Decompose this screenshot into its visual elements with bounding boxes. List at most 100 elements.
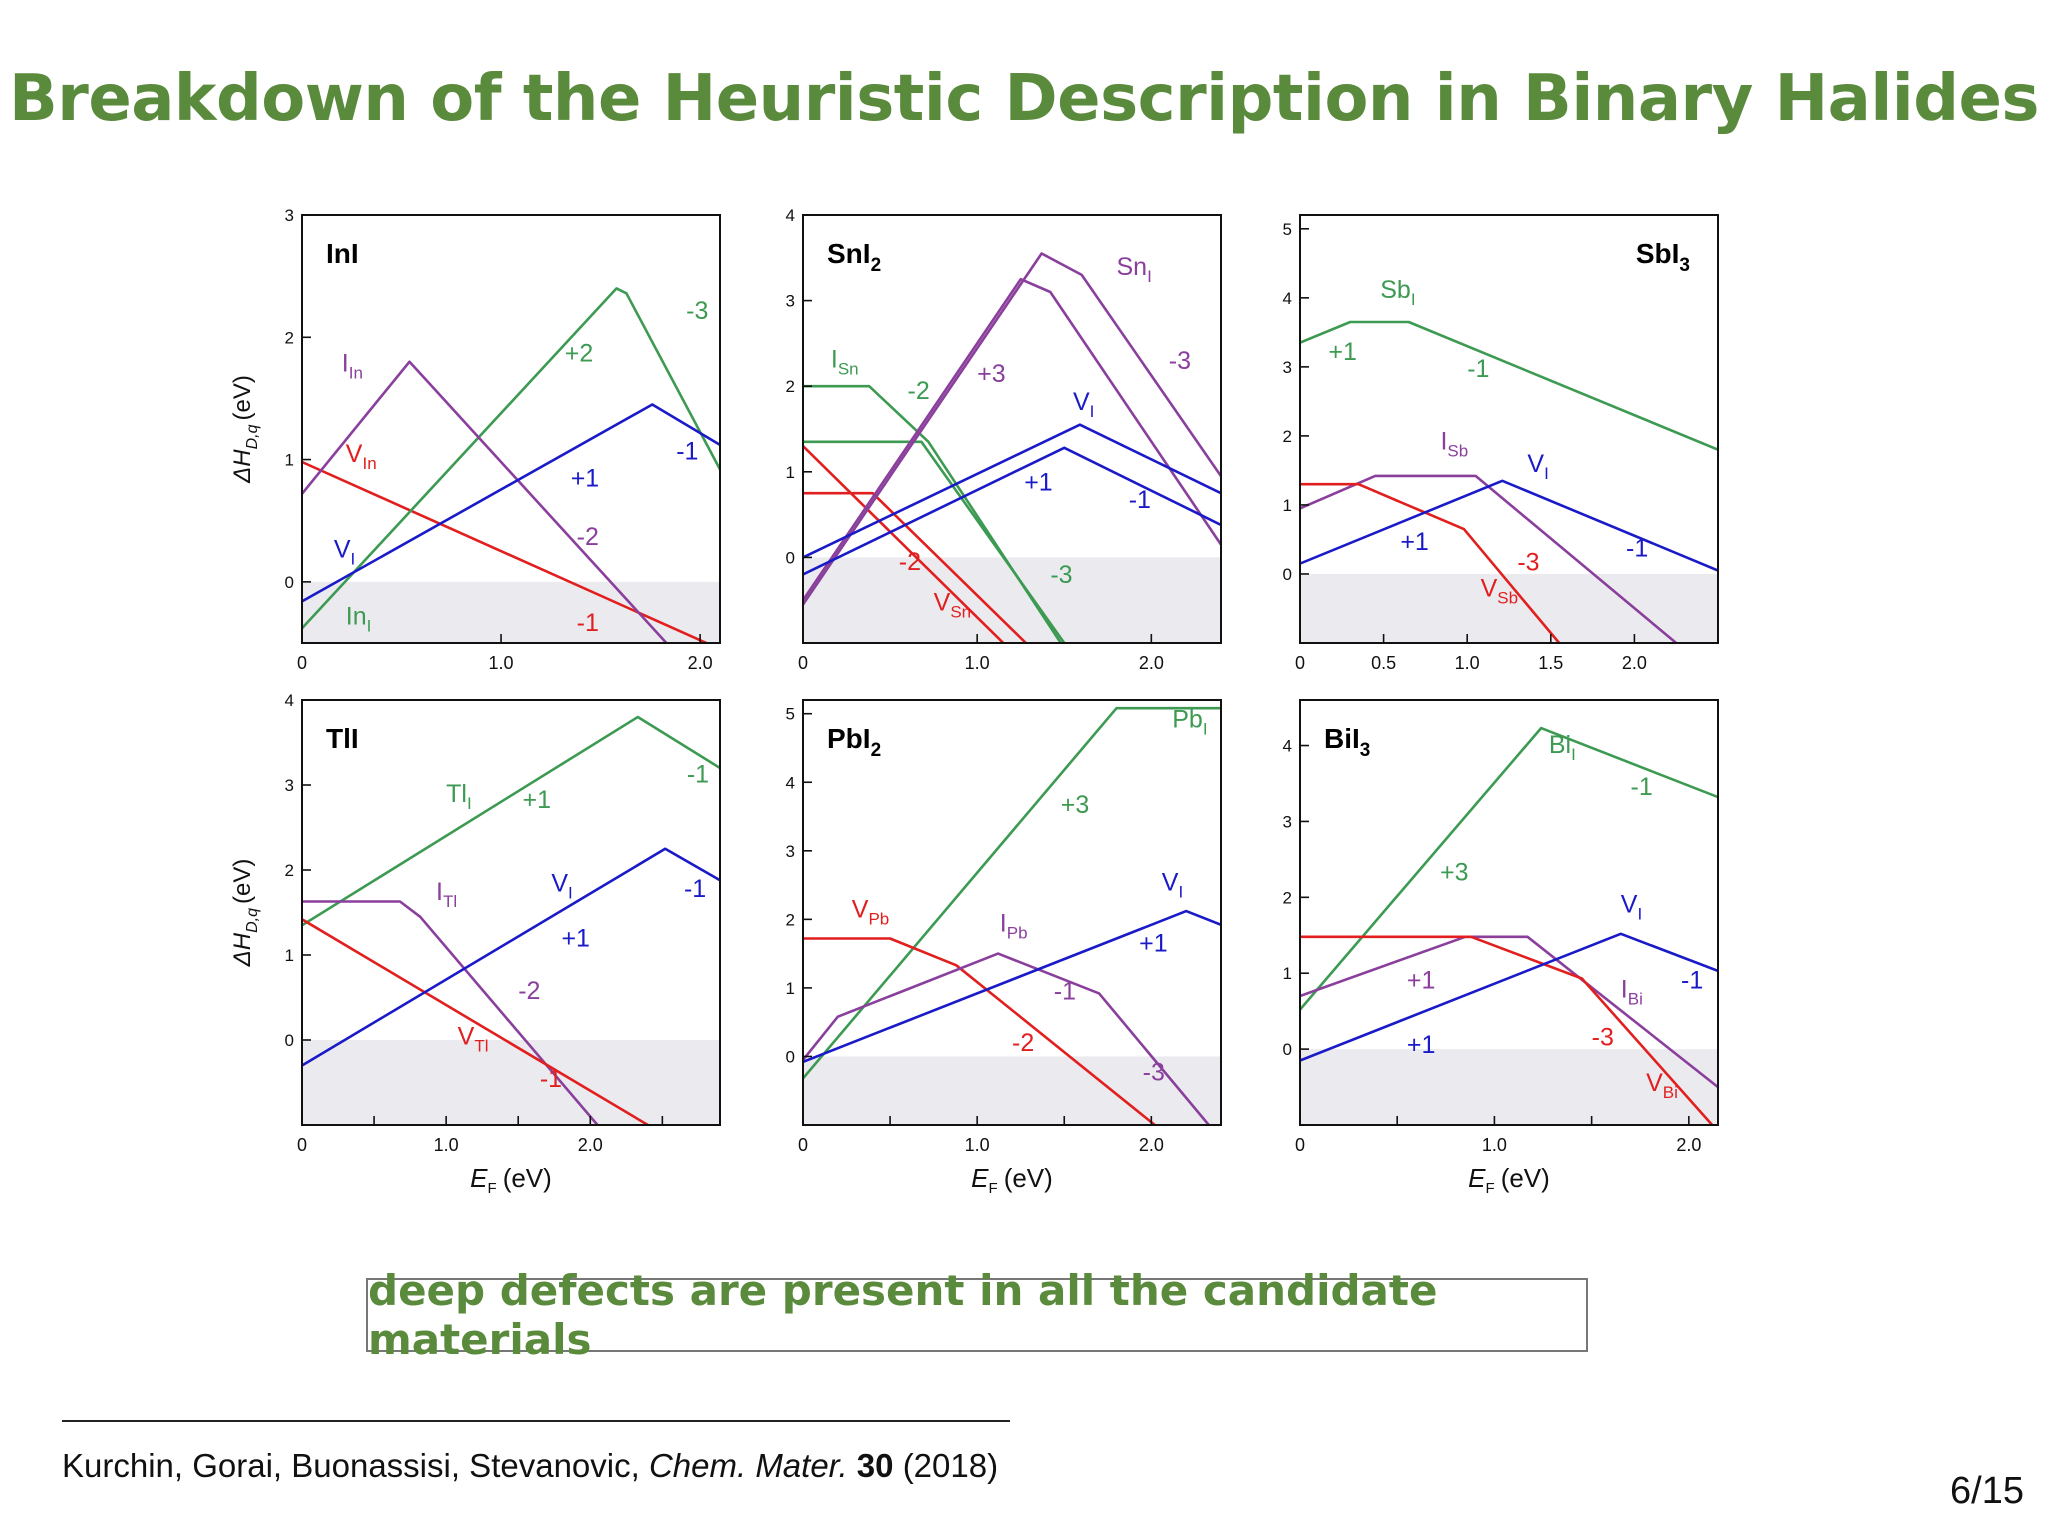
y-tick-label: 2 <box>786 910 795 929</box>
curve-label-text: I <box>1440 428 1447 456</box>
curve-label: -2 <box>908 377 930 405</box>
curve-label-text: V <box>346 440 363 468</box>
curve-label-text: -1 <box>1467 355 1489 383</box>
y-tick-label: 3 <box>786 292 795 311</box>
curve-label: -2 <box>518 977 540 1005</box>
curve-label-text: V <box>934 588 951 616</box>
x-axis-label-symbol: E <box>470 1163 488 1193</box>
curve-label-text: I <box>1000 910 1007 938</box>
series-line-pb-i <box>803 706 1221 1080</box>
curve-label: VTl <box>458 1022 489 1055</box>
curve-label-text: V <box>1646 1069 1663 1097</box>
curve-label-text: V <box>1481 575 1498 603</box>
citation-authors: Kurchin, Gorai, Buonassisi, Stevanovic, <box>62 1447 649 1484</box>
y-axis-label-symbol: ΔH <box>229 449 256 484</box>
x-tick-label: 2.0 <box>688 653 713 673</box>
curve-label: -3 <box>1592 1023 1614 1051</box>
series-group <box>302 715 720 1125</box>
curve-label-subscript: I <box>1571 745 1576 764</box>
x-tick-label: 0 <box>1295 653 1305 673</box>
curve-label: +3 <box>1440 859 1469 887</box>
curve-label-text: Bi <box>1549 731 1571 759</box>
citation-volume: 30 <box>856 1447 894 1484</box>
curve-label-text: -2 <box>518 977 540 1005</box>
series-line-v-pb <box>803 937 1156 1125</box>
curve-label-subscript: I <box>1178 883 1183 902</box>
x-tick-label: 1.0 <box>965 1135 990 1155</box>
summary-callout: deep defects are present in all the cand… <box>366 1266 1588 1364</box>
y-tick-label: 0 <box>786 548 795 567</box>
curve-label-text: I <box>831 345 838 373</box>
negative-energy-shading <box>302 581 720 643</box>
y-axis-label-unit: (eV) <box>229 859 256 904</box>
y-tick-label: 1 <box>1283 964 1292 983</box>
plot-frame <box>802 214 1222 644</box>
curve-label-text: +1 <box>571 464 600 492</box>
x-tick-label: 2.0 <box>1139 1135 1164 1155</box>
series-line-v-sn-2 <box>803 491 1027 643</box>
curve-label: -3 <box>686 297 708 325</box>
curve-label-text: Tl <box>446 780 467 808</box>
y-axis-label-subscript: D,q <box>244 908 261 933</box>
curve-label: -1 <box>684 875 706 903</box>
series-line-i-in <box>302 360 669 643</box>
panel-title-formula: BiI <box>1324 723 1360 754</box>
panel-title: PbI2 <box>827 723 881 761</box>
curve-label: VIn <box>346 440 377 473</box>
panel-title-formula: TlI <box>326 723 359 754</box>
x-tick-label: 0 <box>1295 1135 1305 1155</box>
curve-label: InI <box>346 603 372 636</box>
series-line-i-tl <box>302 900 599 1125</box>
curve-label: BiI <box>1549 731 1576 764</box>
curve-label: +1 <box>1407 966 1436 994</box>
curve-label-text: -1 <box>540 1065 562 1093</box>
curve-label-text: -1 <box>687 760 709 788</box>
curve-label-text: +1 <box>1328 338 1357 366</box>
y-tick-label: 0 <box>1283 1040 1292 1059</box>
panel-title-formula: PbI <box>827 723 871 754</box>
curve-label-text: V <box>551 869 568 897</box>
curve-label-subscript: In <box>362 454 376 473</box>
curve-label-text: +1 <box>1400 528 1429 556</box>
series-line-v-i-1 <box>803 423 1221 559</box>
series-line-v-tl <box>302 918 649 1125</box>
curve-label-subscript: I <box>1411 290 1416 309</box>
series-line-sb-i <box>1300 320 1718 451</box>
x-tick-label: 1.5 <box>1538 653 1563 673</box>
y-axis-label: ΔHD,q (eV) <box>229 375 261 484</box>
x-tick-label: 1.0 <box>489 653 514 673</box>
curve-label-subscript: Tl <box>474 1036 488 1055</box>
curve-label-text: In <box>346 603 367 631</box>
curve-label: +2 <box>565 340 594 368</box>
negative-energy-shading <box>803 1056 1221 1125</box>
curve-label-text: V <box>852 895 869 923</box>
x-axis-label-symbol: E <box>971 1163 989 1193</box>
series-line-sn-i-2 <box>803 277 1221 601</box>
curve-label-text: Sb <box>1380 276 1411 304</box>
curve-label-text: +2 <box>565 340 594 368</box>
y-tick-label: 1 <box>285 946 294 965</box>
x-tick-label: 1.0 <box>965 653 990 673</box>
curve-label-text: -2 <box>899 548 921 576</box>
curve-label: +1 <box>571 464 600 492</box>
curve-label: -1 <box>1467 355 1489 383</box>
curve-label-text: -3 <box>1143 1058 1165 1086</box>
curve-label-text: -1 <box>1631 773 1653 801</box>
curve-label: ISb <box>1440 428 1468 461</box>
series-line-v-i <box>302 403 720 603</box>
y-axis-label-unit: (eV) <box>229 375 256 420</box>
curve-label-text: -1 <box>577 609 599 637</box>
x-axis-label: EF (eV) <box>1468 1163 1550 1197</box>
summary-text: deep defects are present in all the cand… <box>368 1266 1438 1364</box>
y-tick-label: 2 <box>1283 888 1292 907</box>
curve-label: VI <box>1527 450 1548 483</box>
curve-label: VI <box>551 869 572 902</box>
curve-label-subscript: In <box>349 364 363 383</box>
x-axis-label-subscript: F <box>488 1180 497 1197</box>
curve-label: VBi <box>1646 1069 1678 1102</box>
panel-title: BiI3 <box>1324 723 1370 761</box>
